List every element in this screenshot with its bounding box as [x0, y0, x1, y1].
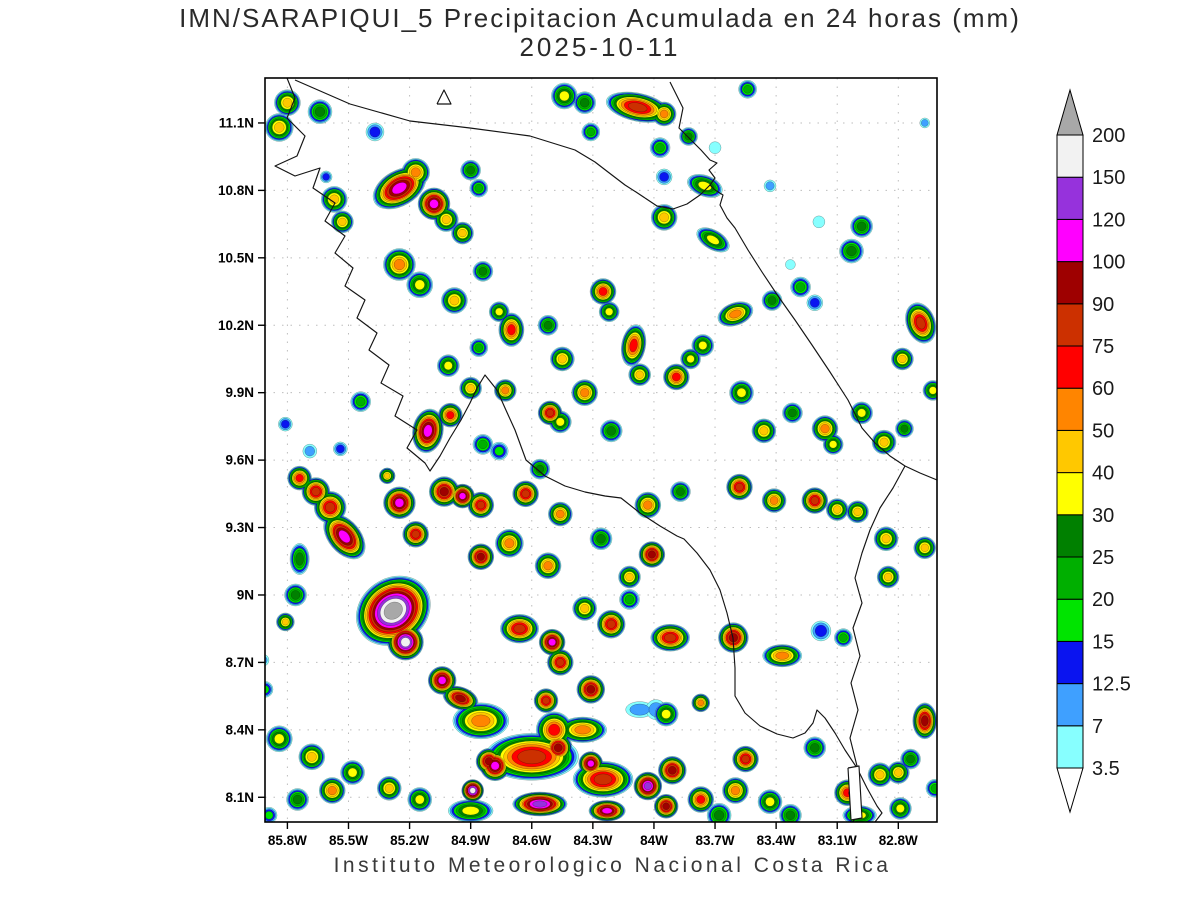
plot-frame [264, 77, 938, 823]
colorbar-tick-label: 7 [1092, 716, 1103, 738]
colorbar-tick-label: 150 [1092, 167, 1125, 189]
colorbar-swatch [1056, 345, 1084, 389]
lon-tick-label: 84.6W [512, 833, 551, 848]
lat-tick-label: 8.4N [225, 722, 254, 737]
lon-tick-label: 83.1W [818, 833, 857, 848]
colorbar-tick-label: 25 [1092, 547, 1114, 569]
colorbar-legend: 3.5 7 12.5 15 20 25 30 40 50 60 75 90 100 120 150 200 [1056, 88, 1131, 814]
lat-tick-label: 9.6N [225, 453, 254, 468]
colorbar-swatch [1056, 218, 1084, 263]
precipitation-field [265, 79, 937, 822]
colorbar-swatch [1056, 514, 1084, 558]
lon-tick-label: 82.8W [879, 833, 918, 848]
lat-tick-label: 10.8N [218, 183, 254, 198]
colorbar-tick-label: 20 [1092, 589, 1114, 611]
burica-line [847, 765, 863, 821]
colorbar-swatch [1056, 472, 1084, 516]
lat-tick-label: 10.2N [218, 318, 254, 333]
lat-tick-label: 9.3N [225, 520, 254, 535]
colorbar-tick-label: 200 [1092, 125, 1125, 147]
caribbean-line [669, 81, 937, 481]
lat-tick-label: 8.1N [225, 790, 254, 805]
lon-tick-label: 84W [640, 833, 668, 848]
lon-tick-label: 83.4W [757, 833, 796, 848]
colorbar-swatch [1056, 556, 1084, 600]
ometepe-island-line [436, 89, 452, 105]
colorbar-swatch [1056, 683, 1084, 727]
lon-tick-label: 84.9W [451, 833, 490, 848]
colorbar-under-arrow [1056, 767, 1084, 814]
colorbar-tick-label: 12.5 [1092, 674, 1131, 696]
colorbar-swatch [1056, 134, 1084, 178]
colorbar-swatch [1056, 598, 1084, 642]
colorbar-over-arrow [1056, 88, 1084, 136]
lat-tick-label: 9.9N [225, 385, 254, 400]
colorbar-swatch [1056, 725, 1084, 769]
colorbar-tick-label: 120 [1092, 209, 1125, 231]
lon-tick-label: 85.8W [268, 833, 307, 848]
colorbar-swatch [1056, 429, 1084, 474]
axes: 85.8W 85.5W 85.2W 84.9W 84.6W 84.3W 84W 83.7W 83… [218, 115, 918, 848]
colorbar-swatch [1056, 303, 1084, 347]
lake-shore-line [294, 79, 646, 199]
lon-tick-label: 85.2W [390, 833, 429, 848]
colorbar-swatch [1056, 387, 1084, 431]
san-juan-river-line [644, 184, 711, 210]
pacific-line [274, 78, 883, 822]
colorbar-tick-label: 100 [1092, 252, 1125, 274]
lat-tick-label: 11.1N [219, 115, 254, 130]
colorbar-tick-label: 90 [1092, 294, 1114, 316]
colorbar-swatch [1056, 176, 1084, 220]
colorbar-tick-label: 50 [1092, 420, 1114, 442]
colorbar-tick-label: 15 [1092, 631, 1114, 653]
colorbar-swatch [1056, 640, 1084, 685]
colorbar-tick-label: 40 [1092, 463, 1114, 485]
footer-attribution: Instituto Meteorologico Nacional Costa R… [333, 854, 892, 877]
lon-tick-label: 84.3W [573, 833, 612, 848]
colorbar-tick-label: 75 [1092, 336, 1114, 358]
colorbar-tick-label: 60 [1092, 378, 1114, 400]
colorbar-tick-label: 3.5 [1092, 758, 1120, 780]
lat-tick-label: 10.5N [218, 250, 254, 265]
colorbar-tick-label: 30 [1092, 505, 1114, 527]
coastline-borders [274, 78, 937, 822]
lat-tick-label: 8.7N [225, 655, 254, 670]
colorbar-swatch [1056, 261, 1084, 305]
chart-title: IMN/SARAPIQUI_5 Precipitacion Acumulada … [179, 3, 1021, 33]
precipitation-map: 85.8W 85.5W 85.2W 84.9W 84.6W 84.3W 84W 83.7W 83… [218, 77, 938, 848]
lon-tick-label: 85.5W [329, 833, 368, 848]
lon-tick-label: 83.7W [696, 833, 735, 848]
chart-date: 2025-10-11 [519, 32, 681, 62]
lat-tick-label: 9N [237, 587, 254, 602]
